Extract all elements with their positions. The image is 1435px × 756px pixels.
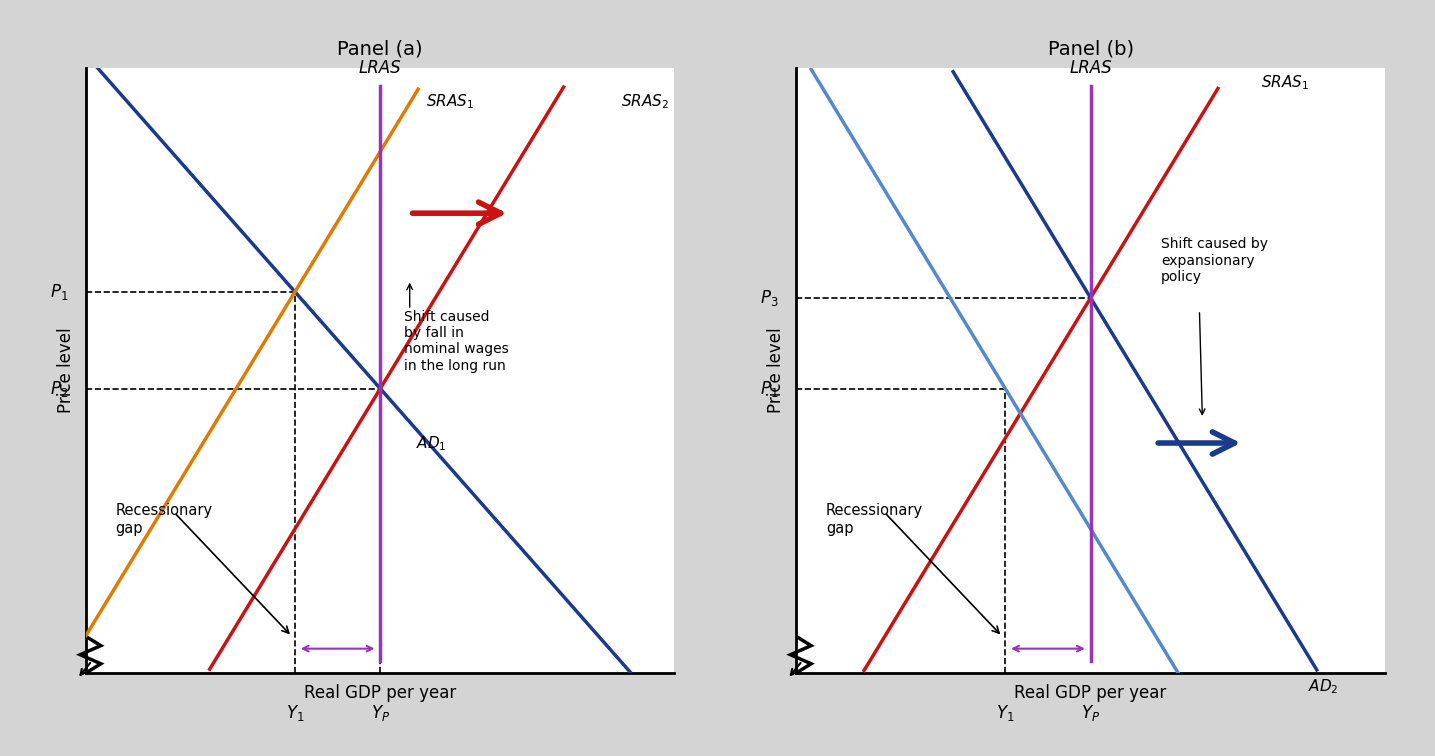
Text: $P_3$: $P_3$ (761, 288, 779, 308)
Text: LRAS: LRAS (359, 59, 402, 77)
Text: Shift caused by
expansionary
policy: Shift caused by expansionary policy (1161, 237, 1269, 284)
Text: $Y_P$: $Y_P$ (370, 703, 390, 723)
Text: $P_1$: $P_1$ (50, 282, 69, 302)
Text: $AD_1$: $AD_1$ (416, 434, 446, 453)
Text: $Y_1$: $Y_1$ (996, 703, 1015, 723)
X-axis label: Real GDP per year: Real GDP per year (1015, 684, 1167, 702)
Y-axis label: Price level: Price level (768, 327, 785, 414)
Title: Panel (b): Panel (b) (1048, 39, 1134, 58)
X-axis label: Real GDP per year: Real GDP per year (304, 684, 456, 702)
Text: $SRAS_1$: $SRAS_1$ (426, 92, 474, 111)
Text: Recessionary
gap: Recessionary gap (115, 503, 212, 536)
Text: $Y_P$: $Y_P$ (1081, 703, 1101, 723)
Text: $P_2$: $P_2$ (50, 379, 69, 398)
Text: $P_1$: $P_1$ (761, 379, 779, 398)
Text: $AD_2$: $AD_2$ (1309, 677, 1339, 696)
Text: LRAS: LRAS (1069, 59, 1112, 77)
Y-axis label: Price level: Price level (57, 327, 75, 414)
Text: $SRAS_1$: $SRAS_1$ (1261, 73, 1309, 92)
Text: Recessionary
gap: Recessionary gap (827, 503, 923, 536)
Text: Shift caused
by fall in
nominal wages
in the long run: Shift caused by fall in nominal wages in… (403, 310, 508, 373)
Text: $SRAS_2$: $SRAS_2$ (621, 92, 670, 111)
Title: Panel (a): Panel (a) (337, 39, 423, 58)
Text: $Y_1$: $Y_1$ (286, 703, 304, 723)
